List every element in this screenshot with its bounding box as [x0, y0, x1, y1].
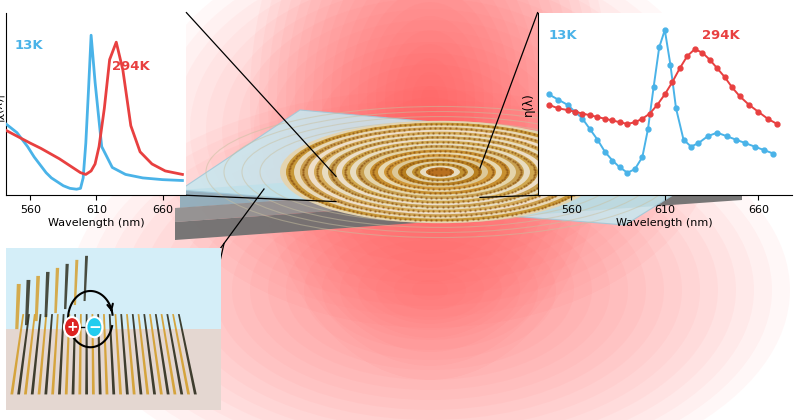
Polygon shape: [24, 314, 36, 394]
Polygon shape: [83, 256, 88, 301]
Polygon shape: [109, 314, 115, 394]
X-axis label: Wavelength (nm): Wavelength (nm): [617, 218, 713, 228]
Polygon shape: [132, 314, 142, 394]
Circle shape: [64, 317, 80, 337]
Bar: [6, 329, 221, 410]
Polygon shape: [178, 314, 197, 394]
Polygon shape: [45, 314, 53, 394]
Ellipse shape: [286, 123, 594, 221]
Ellipse shape: [412, 163, 468, 181]
Circle shape: [86, 317, 102, 337]
Ellipse shape: [384, 154, 496, 190]
Polygon shape: [172, 314, 190, 394]
Ellipse shape: [364, 148, 516, 196]
Polygon shape: [138, 314, 150, 394]
Text: −: −: [88, 320, 101, 335]
Ellipse shape: [356, 145, 524, 199]
Polygon shape: [31, 314, 42, 394]
Polygon shape: [126, 314, 136, 394]
Polygon shape: [65, 314, 70, 394]
Ellipse shape: [308, 130, 572, 214]
Polygon shape: [103, 314, 109, 394]
Polygon shape: [54, 268, 59, 313]
Ellipse shape: [420, 165, 460, 178]
Ellipse shape: [398, 159, 482, 186]
Polygon shape: [64, 264, 69, 309]
Text: 294K: 294K: [702, 29, 740, 42]
Polygon shape: [58, 314, 65, 394]
Polygon shape: [91, 314, 95, 394]
Ellipse shape: [322, 134, 558, 210]
Polygon shape: [34, 276, 40, 321]
Ellipse shape: [300, 127, 580, 217]
Polygon shape: [38, 314, 47, 394]
Ellipse shape: [328, 136, 552, 208]
Y-axis label: |χ(λ)|²: |χ(λ)|²: [0, 87, 4, 121]
Polygon shape: [175, 182, 742, 240]
Polygon shape: [10, 314, 24, 394]
Polygon shape: [180, 110, 745, 225]
Polygon shape: [78, 314, 82, 394]
Polygon shape: [120, 314, 129, 394]
Polygon shape: [86, 314, 88, 394]
Y-axis label: η(λ): η(λ): [522, 92, 535, 116]
Polygon shape: [45, 272, 50, 317]
Ellipse shape: [350, 143, 530, 201]
Polygon shape: [51, 314, 58, 394]
Text: 294K: 294K: [112, 60, 150, 73]
Ellipse shape: [280, 121, 600, 223]
Ellipse shape: [392, 157, 488, 187]
Polygon shape: [149, 314, 163, 394]
Text: 13K: 13K: [14, 39, 43, 52]
Polygon shape: [180, 150, 745, 208]
Ellipse shape: [370, 150, 510, 194]
Ellipse shape: [406, 161, 474, 183]
Ellipse shape: [314, 132, 566, 213]
Ellipse shape: [426, 168, 454, 176]
Polygon shape: [18, 314, 30, 394]
Polygon shape: [114, 314, 122, 394]
Polygon shape: [166, 314, 183, 394]
Polygon shape: [175, 168, 742, 222]
Polygon shape: [143, 314, 156, 394]
Polygon shape: [15, 284, 21, 329]
Ellipse shape: [294, 125, 586, 219]
Text: +: +: [66, 320, 78, 334]
Polygon shape: [25, 280, 30, 325]
Ellipse shape: [378, 152, 502, 192]
Polygon shape: [98, 314, 102, 394]
Polygon shape: [155, 314, 170, 394]
X-axis label: Wavelength (nm): Wavelength (nm): [48, 218, 145, 228]
Polygon shape: [161, 314, 176, 394]
Ellipse shape: [336, 139, 544, 205]
Ellipse shape: [342, 141, 538, 203]
Polygon shape: [72, 314, 76, 394]
Polygon shape: [74, 260, 78, 305]
Ellipse shape: [426, 168, 454, 176]
Text: 13K: 13K: [549, 29, 578, 42]
